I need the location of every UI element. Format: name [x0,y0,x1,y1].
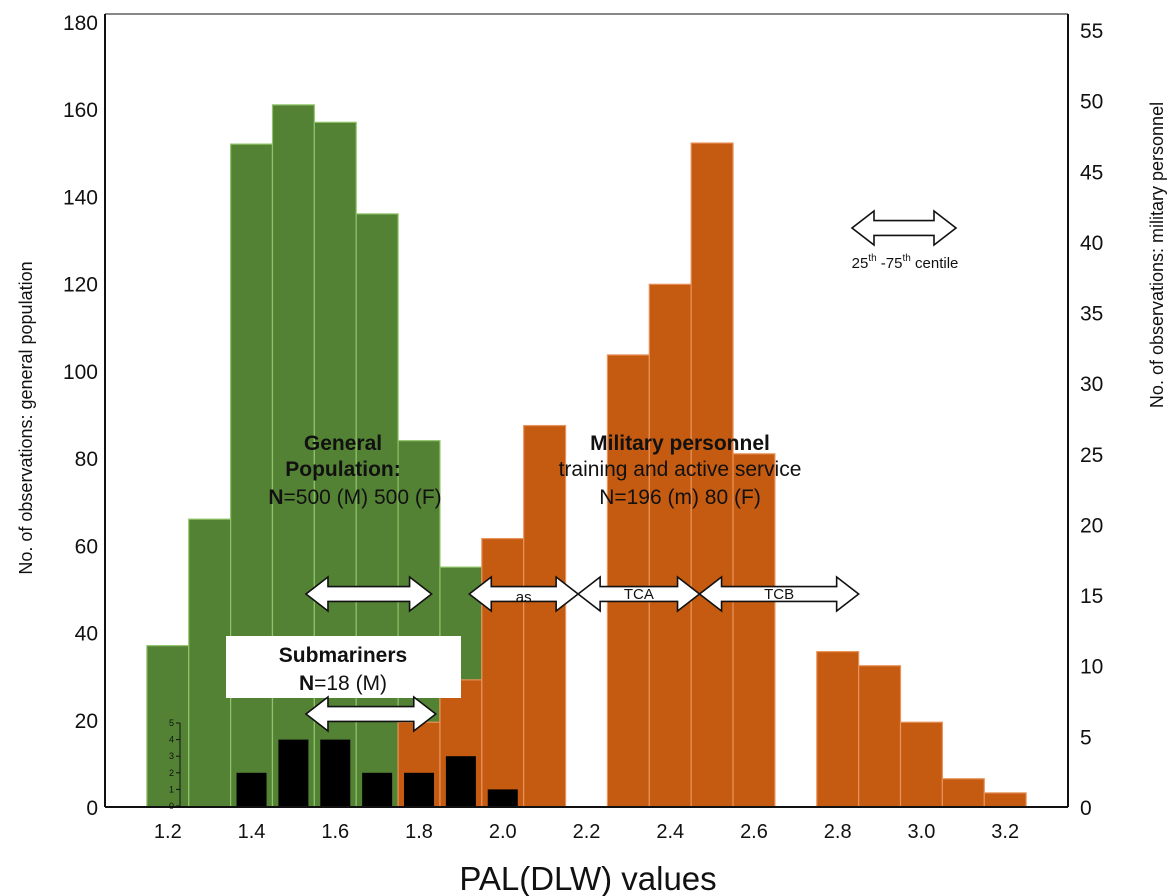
left-tick-label-80: 80 [75,448,98,471]
legend-centile: centile [911,255,959,272]
military-personnel-title: Military personnel [590,432,770,455]
x-tick-label-2.6: 2.6 [740,821,768,843]
military-personnel-bar-3 [899,721,943,808]
centile-legend-text: 25th -75th centile [852,253,959,272]
right-tick-label-15: 15 [1080,585,1103,608]
right-tick-label-50: 50 [1080,91,1103,114]
right-axis-title: No. of observations: military personnel [1147,102,1167,408]
right-tick-label-35: 35 [1080,303,1103,326]
left-tick-label-60: 60 [75,535,98,558]
general-population-n-value: =500 (M) 500 (F) [284,486,442,509]
general-population-bars [146,104,483,808]
right-tick-label-0: 0 [1080,797,1092,820]
inset-tick-label-3: 3 [169,751,174,761]
x-tick-label-3.0: 3.0 [908,821,936,843]
x-tick-label-2.8: 2.8 [824,821,852,843]
military-personnel-subtitle: training and active service [559,458,802,481]
x-tick-label-1.2: 1.2 [154,821,182,843]
range-arrows: as TCA TCB [304,575,860,733]
legend-25: 25 [852,255,869,272]
submariners-n: N=18 (M) [299,672,387,695]
general-population-n-letter: N [268,486,283,509]
military-personnel-bar-2.3 [606,354,650,808]
general-population-bar-1.3 [188,518,232,808]
centile-legend-arrow [850,209,958,247]
right-tick-label-10: 10 [1080,656,1103,679]
submariners-bar-1.8 [404,772,435,806]
military-personnel-bar-2.8 [816,650,860,808]
x-tick-label-2.0: 2.0 [489,821,517,843]
general-population-iqr-arrow [304,575,433,613]
legend-sup-th-1: th [868,253,876,264]
left-tick-label-140: 140 [63,186,98,209]
inset-tick-label-0: 0 [169,801,174,811]
left-tick-label-20: 20 [75,710,98,733]
x-tick-label-1.8: 1.8 [405,821,433,843]
x-tick-label-1.6: 1.6 [321,821,349,843]
tca-label: TCA [624,586,654,603]
left-axis-ticks: 0 20 40 60 80 100 120 140 160 180 [63,12,98,820]
left-tick-label-180: 180 [63,12,98,35]
military-personnel-bar-2.9 [858,665,902,808]
general-population-bar-1.5 [271,104,315,808]
submariners-bar-2 [487,789,518,806]
general-population-bar-1.2 [146,645,190,808]
submariners-n-letter: N [299,672,314,695]
x-axis-title: PAL(DLW) values [459,860,716,896]
general-population-title-line2: Population: [285,458,400,481]
left-tick-label-100: 100 [63,361,98,384]
submariners-bar-1.4 [236,772,267,806]
inset-tick-label-1: 1 [169,784,174,794]
legend-75: -75 [877,255,903,272]
x-tick-label-2.4: 2.4 [656,821,684,843]
legend-sup-th-2: th [903,253,911,264]
submariners-iqr-arrow [304,695,438,733]
left-tick-label-160: 160 [63,99,98,122]
submariners-n-value: =18 (M) [314,672,387,695]
x-tick-label-2.2: 2.2 [573,821,601,843]
submariners-bar-1.9 [445,756,476,806]
submariners-bar-1.5 [278,739,309,806]
military-personnel-bar-2.4 [648,283,692,808]
centile-legend-arrow [850,209,958,247]
submariners-bar-1.7 [362,772,393,806]
right-tick-label-5: 5 [1080,726,1092,749]
military-personnel-n: N=196 (m) 80 (F) [599,486,761,509]
left-tick-label-40: 40 [75,623,98,646]
x-axis-ticks: 1.2 1.4 1.6 1.8 2.0 2.2 2.4 2.6 2.8 3.0 3.2 [154,821,1019,843]
right-tick-label-55: 55 [1080,20,1103,43]
inset-tick-label-5: 5 [169,718,174,728]
left-axis-title: No. of observations: general population [16,261,36,574]
x-tick-label-3.2: 3.2 [991,821,1019,843]
as-label: as [516,589,532,606]
submariners-title: Submariners [279,644,407,667]
military-personnel-bar-3.2 [983,792,1027,808]
right-tick-label-20: 20 [1080,514,1103,537]
right-tick-label-25: 25 [1080,444,1103,467]
tcb-label: TCB [764,586,794,603]
general-population-title-line1: General [304,432,382,455]
right-tick-label-30: 30 [1080,373,1103,396]
military-personnel-bar-2.1 [523,424,567,808]
military-personnel-bar-2.6 [732,453,776,808]
tcb-arrow [698,575,860,613]
submariners-inset-ticks: 0 1 2 3 4 5 [169,718,181,811]
general-population-bar-1.4 [230,143,274,808]
submariners-bar-1.6 [320,739,351,806]
right-tick-label-40: 40 [1080,232,1103,255]
right-axis-ticks: 0 5 10 15 20 25 30 35 40 45 50 55 [1080,20,1103,820]
general-population-n: N=500 (M) 500 (F) [268,486,441,509]
military-personnel-bar-3.1 [941,778,985,808]
left-tick-label-120: 120 [63,274,98,297]
submariners-bars [236,739,518,806]
inset-tick-label-4: 4 [169,735,174,745]
left-tick-label-0: 0 [86,797,98,820]
right-tick-label-45: 45 [1080,161,1103,184]
submariners-label-box [226,636,461,698]
inset-tick-label-2: 2 [169,768,174,778]
x-tick-label-1.4: 1.4 [238,821,266,843]
